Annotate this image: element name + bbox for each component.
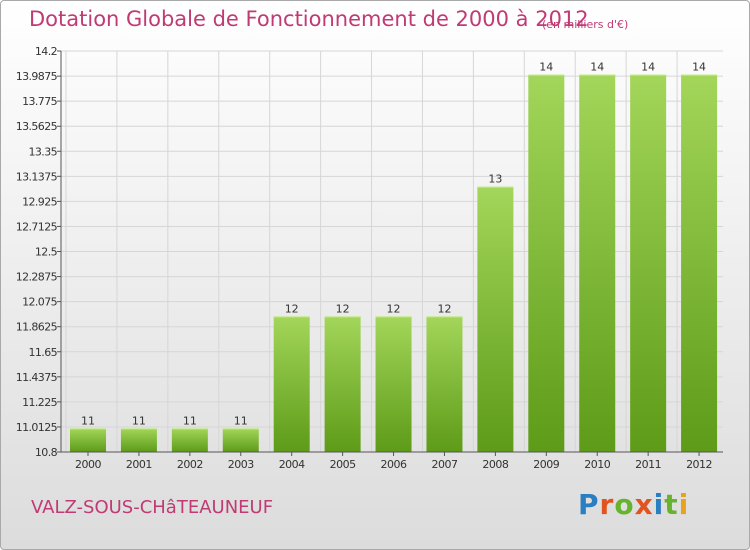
data-label: 12 — [437, 302, 451, 315]
y-tick-label: 13.1375 — [16, 170, 58, 183]
y-tick-label: 13.9875 — [16, 70, 58, 83]
y-tick-label: 11.4375 — [16, 371, 58, 384]
data-label: 11 — [234, 414, 248, 427]
x-tick-label: 2010 — [584, 458, 610, 471]
x-tick-label: 2005 — [330, 458, 356, 471]
y-tick-label: 13.775 — [22, 95, 57, 108]
y-tick-label: 12.925 — [22, 195, 57, 208]
logo-letter: x — [634, 488, 654, 521]
logo-letter: o — [614, 488, 635, 521]
y-tick-label: 12.075 — [22, 296, 57, 309]
bar — [477, 186, 514, 452]
commune-name: VALZ-SOUS-CHâTEAUNEUF — [31, 497, 274, 518]
bar — [528, 74, 565, 453]
data-label: 14 — [539, 61, 553, 74]
logo-letter: P — [578, 488, 600, 521]
x-tick-label: 2011 — [635, 458, 661, 471]
y-tick-label: 12.5 — [35, 246, 58, 259]
y-tick-label: 14.2 — [35, 45, 57, 58]
data-label: 14 — [641, 61, 655, 74]
logo-letter: r — [599, 488, 615, 521]
x-tick-label: 2012 — [686, 458, 712, 471]
x-tick-label: 2004 — [279, 458, 305, 471]
axes: 10.8 11.0125 11.225 11.4375 11.65 11.8625 12.0… — [16, 45, 723, 471]
x-tick-label: 2003 — [228, 458, 254, 471]
data-label: 11 — [183, 414, 197, 427]
bar — [579, 74, 616, 453]
chart-unit: (en milliers d'€) — [542, 18, 629, 31]
proxiti-logo[interactable]: Proxiti — [578, 488, 689, 521]
bar — [222, 428, 259, 452]
bar — [426, 316, 463, 452]
y-tick-label: 12.2875 — [16, 271, 58, 284]
data-label: 11 — [81, 414, 95, 427]
data-label: 12 — [285, 302, 299, 315]
data-label: 14 — [590, 61, 604, 74]
y-tick-label: 11.225 — [22, 396, 57, 409]
x-tick-label: 2000 — [75, 458, 101, 471]
x-tick-label: 2009 — [533, 458, 559, 471]
chart-title: Dotation Globale de Fonctionnement de 20… — [29, 7, 589, 31]
data-label: 13 — [488, 173, 502, 186]
x-tick-label: 2006 — [381, 458, 407, 471]
logo-letter: t — [664, 488, 679, 521]
bar — [273, 316, 310, 452]
y-tick-label: 12.7125 — [16, 220, 58, 233]
y-tick-label: 13.5625 — [16, 120, 58, 133]
logo-letter: i — [678, 488, 690, 521]
bar — [630, 74, 667, 453]
y-tick-label: 13.35 — [29, 145, 58, 158]
y-tick-label: 11.8625 — [16, 321, 58, 334]
y-tick-label: 10.8 — [35, 446, 58, 459]
data-labels: 11 11 11 11 12 12 12 12 13 14 14 14 14 — [81, 61, 706, 428]
data-label: 12 — [336, 302, 350, 315]
bar — [171, 428, 208, 452]
y-tick-label: 11.0125 — [16, 421, 58, 434]
logo-letter: i — [653, 488, 665, 521]
x-tick-label: 2007 — [431, 458, 457, 471]
bar — [70, 428, 106, 452]
x-tick-label: 2002 — [177, 458, 203, 471]
data-label: 14 — [692, 61, 706, 74]
data-label: 11 — [132, 414, 146, 427]
y-tick-label: 11.65 — [29, 346, 58, 359]
x-tick-label: 2001 — [126, 458, 152, 471]
bar — [120, 428, 157, 452]
bars — [70, 74, 718, 453]
x-tick-label: 2008 — [482, 458, 508, 471]
bar — [324, 316, 361, 452]
data-label: 12 — [387, 302, 401, 315]
bar — [681, 74, 718, 453]
bar — [375, 316, 412, 452]
